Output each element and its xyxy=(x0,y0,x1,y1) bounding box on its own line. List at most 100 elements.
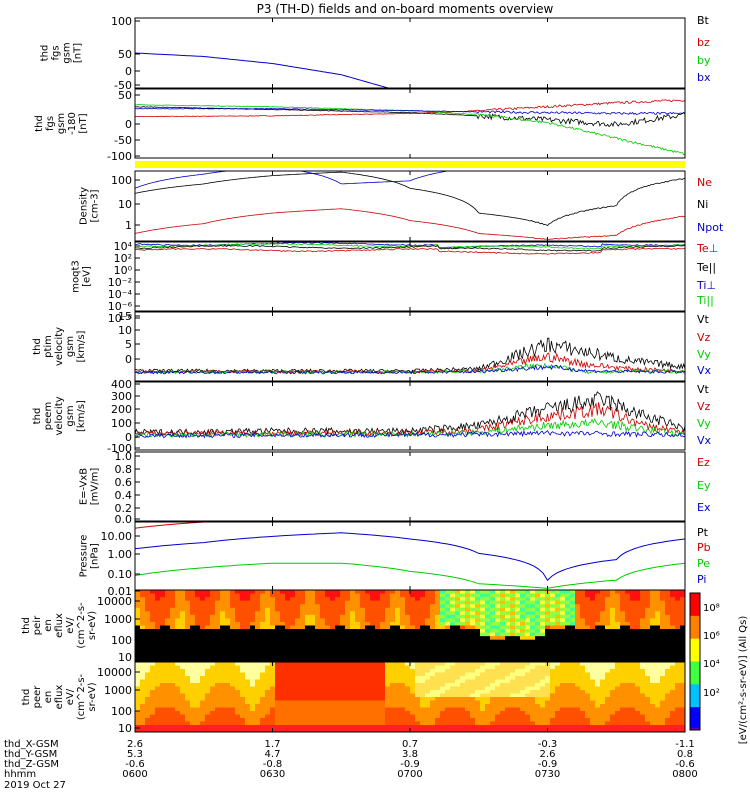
peer-heatmap-cell xyxy=(315,728,321,733)
peir-heatmap-cell xyxy=(490,646,496,651)
peir-heatmap-cell xyxy=(550,632,556,637)
peir-heatmap-cell xyxy=(415,639,421,644)
peir-heatmap-cell xyxy=(255,611,261,616)
peir-heatmap-cell xyxy=(485,632,491,637)
peir-heatmap-cell xyxy=(675,600,681,605)
peir-heatmap-cell xyxy=(440,593,446,598)
peer-heatmap-cell xyxy=(620,662,626,666)
peir-heatmap-cell xyxy=(490,653,496,658)
peer-heatmap-cell xyxy=(555,662,561,666)
peer-heatmap-cell xyxy=(630,707,636,712)
peer-heatmap-cell xyxy=(375,721,381,726)
peer-heatmap-cell xyxy=(370,693,376,698)
peer-heatmap-cell xyxy=(260,683,266,687)
peir-heatmap-cell xyxy=(390,643,396,648)
peir-heatmap-cell xyxy=(330,657,336,662)
peer-heatmap-cell xyxy=(420,711,426,715)
peir-heatmap-cell xyxy=(530,653,536,658)
peir-heatmap-cell xyxy=(250,593,256,598)
peer-heatmap-cell xyxy=(220,662,226,666)
peir-heatmap-cell xyxy=(675,646,681,651)
peer-heatmap-cell xyxy=(615,686,621,691)
peir-heatmap-cell xyxy=(475,611,481,616)
peer-heatmap-cell xyxy=(265,700,271,705)
peir-heatmap-cell xyxy=(325,600,331,605)
peir-heatmap-cell xyxy=(155,614,161,619)
peir-heatmap-cell xyxy=(380,607,386,612)
peir-heatmap-cell xyxy=(135,604,141,609)
peer-heatmap-cell xyxy=(460,704,466,708)
peer-heatmap-cell xyxy=(525,669,531,673)
peer-heatmap-cell xyxy=(625,704,631,708)
peer-heatmap-cell xyxy=(470,662,476,666)
peir-heatmap-cell xyxy=(150,597,156,602)
peir-heatmap-cell xyxy=(605,657,611,662)
peir-heatmap-cell xyxy=(270,636,276,641)
peer-heatmap-cell xyxy=(505,693,511,698)
peir-heatmap-cell xyxy=(380,611,386,616)
peir-heatmap-cell xyxy=(255,590,261,594)
peir-heatmap-cell xyxy=(420,636,426,641)
peer-heatmap-cell xyxy=(395,669,401,673)
peer-heatmap-cell xyxy=(670,700,676,705)
peer-heatmap-cell xyxy=(550,704,556,708)
peer-heatmap-cell xyxy=(525,718,531,722)
peer-heatmap-cell xyxy=(480,679,486,684)
peir-heatmap-cell xyxy=(135,639,141,644)
peer-heatmap-cell xyxy=(185,718,191,722)
peir-heatmap-cell xyxy=(470,657,476,662)
peir-heatmap-cell xyxy=(325,653,331,658)
peer-heatmap-cell xyxy=(390,683,396,687)
peer-heatmap-cell xyxy=(500,725,506,729)
peir-heatmap-cell xyxy=(515,646,521,651)
peer-heatmap-cell xyxy=(585,683,591,687)
peer-heatmap-cell xyxy=(680,679,686,684)
peir-heatmap-cell xyxy=(525,650,531,655)
peer-heatmap-cell xyxy=(530,669,536,673)
peir-heatmap-cell xyxy=(480,604,486,609)
peer-heatmap-cell xyxy=(670,711,676,715)
peer-heatmap-cell xyxy=(340,676,346,680)
peir-heatmap-cell xyxy=(430,621,436,626)
peer-heatmap-cell xyxy=(470,686,476,691)
peir-heatmap-cell xyxy=(295,604,301,609)
peer-heatmap-cell xyxy=(285,676,291,680)
peer-heatmap-cell xyxy=(645,672,651,677)
peer-heatmap-cell xyxy=(195,662,201,666)
peir-heatmap-cell xyxy=(665,643,671,648)
peir-heatmap-cell xyxy=(435,590,441,594)
peer-heatmap-cell xyxy=(655,721,661,726)
peir-heatmap-cell xyxy=(560,600,566,605)
peir-heatmap-cell xyxy=(450,604,456,609)
peer-heatmap-cell xyxy=(200,676,206,680)
peer-heatmap-cell xyxy=(310,676,316,680)
peir-heatmap-cell xyxy=(585,590,591,594)
x-tick-value: 0800 xyxy=(672,769,697,780)
peer-heatmap-cell xyxy=(375,714,381,719)
peer-heatmap-cell xyxy=(335,672,341,677)
peir-heatmap-cell xyxy=(310,653,316,658)
peer-heatmap-cell xyxy=(500,707,506,712)
colorbar-cell xyxy=(690,677,700,681)
y-axis-label-line: thd xyxy=(21,617,32,634)
peir-heatmap-cell xyxy=(225,597,231,602)
y-tick-label-efield: 0.0 xyxy=(115,513,133,526)
peir-heatmap-cell xyxy=(480,621,486,626)
peer-heatmap-cell xyxy=(225,725,231,729)
colorbar-cell xyxy=(690,700,700,704)
peir-heatmap-cell xyxy=(160,597,166,602)
peer-heatmap-cell xyxy=(230,714,236,719)
peer-heatmap-cell xyxy=(585,693,591,698)
peir-heatmap-cell xyxy=(330,636,336,641)
peer-heatmap-cell xyxy=(555,728,561,733)
peir-heatmap-cell xyxy=(550,657,556,662)
peir-heatmap-cell xyxy=(250,611,256,616)
peir-heatmap-cell xyxy=(290,636,296,641)
peer-heatmap-cell xyxy=(285,690,291,694)
peer-heatmap-cell xyxy=(295,665,301,670)
peer-heatmap-cell xyxy=(145,690,151,694)
peir-heatmap-cell xyxy=(460,653,466,658)
peer-heatmap-cell xyxy=(495,725,501,729)
peir-heatmap-cell xyxy=(665,618,671,623)
peir-heatmap-cell xyxy=(530,639,536,644)
